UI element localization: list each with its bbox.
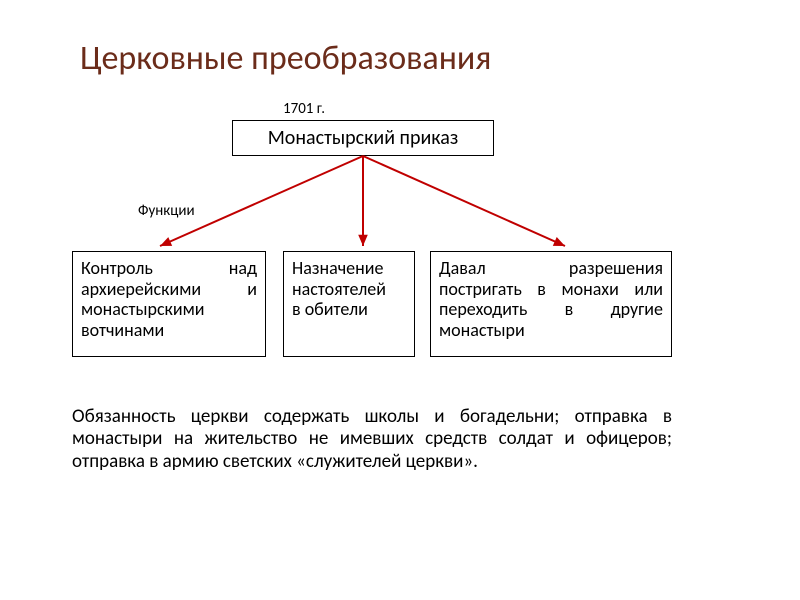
- function-box-line: Назначение: [292, 258, 406, 279]
- function-box-line: монастырскими: [81, 299, 257, 320]
- function-box-line: Давал разрешения: [439, 258, 663, 279]
- function-box-line: настоятелей: [292, 279, 406, 300]
- page-title: Церковные преобразования: [80, 38, 491, 79]
- functions-label: Функции: [138, 202, 195, 220]
- diagram-root: Церковные преобразования 1701 г. Монасты…: [0, 0, 800, 600]
- function-box: Назначениенастоятелейв обители: [283, 251, 415, 357]
- top-box: Монастырский приказ: [232, 120, 494, 156]
- function-box-line: монастыри: [439, 320, 663, 341]
- function-box-line: в обители: [292, 299, 406, 320]
- function-box-line: переходить в другие: [439, 299, 663, 320]
- function-box-line: вотчинами: [81, 320, 257, 341]
- function-box-line: Контроль над: [81, 258, 257, 279]
- function-box: Контроль надархиерейскими имонастырскими…: [72, 251, 266, 357]
- year-label: 1701 г.: [283, 100, 325, 118]
- body-text: Обязанность церкви содержать школы и бог…: [72, 406, 672, 473]
- function-box: Давал разрешенияпостригать в монахи илип…: [430, 251, 672, 357]
- function-box-line: архиерейскими и: [81, 279, 257, 300]
- function-box-line: постригать в монахи или: [439, 279, 663, 300]
- top-box-text: Монастырский приказ: [268, 127, 459, 150]
